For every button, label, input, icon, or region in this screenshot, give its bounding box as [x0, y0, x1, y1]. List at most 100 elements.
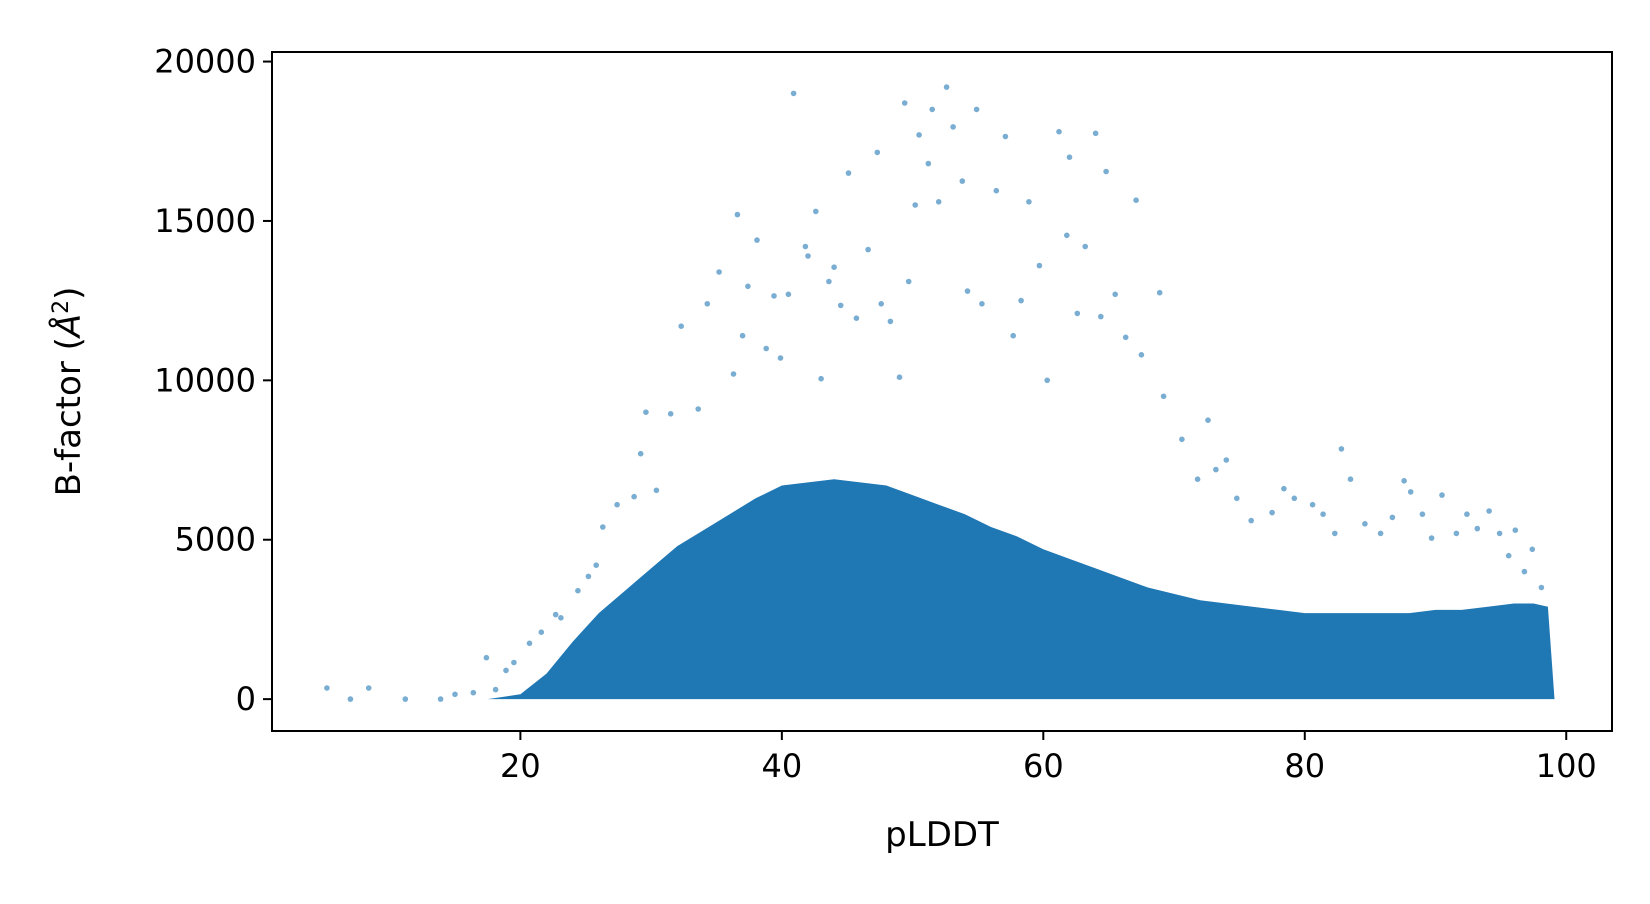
scatter-point: [492, 686, 499, 693]
scatter-point: [402, 696, 409, 702]
scatter-point: [745, 283, 751, 290]
scatter-point: [925, 160, 932, 167]
scatter-point: [1474, 525, 1481, 532]
scatter-point: [637, 450, 644, 457]
scatter-point: [1269, 509, 1275, 516]
scatter-point: [929, 106, 935, 113]
scatter-point: [905, 278, 912, 285]
scatter-point: [552, 611, 559, 618]
scatter-point: [1512, 527, 1519, 533]
scatter-point: [1112, 291, 1118, 298]
scatter-point: [896, 374, 903, 381]
scatter-point: [1223, 457, 1230, 463]
y-tick-label: 15000: [154, 202, 256, 240]
scatter-point: [754, 237, 760, 243]
scatter-point: [1439, 492, 1445, 498]
scatter-point: [538, 629, 545, 635]
scatter-point: [1505, 552, 1512, 559]
scatter-point: [678, 323, 684, 330]
scatter-point: [1205, 417, 1211, 424]
scatter-point: [826, 278, 832, 285]
scatter-point: [818, 375, 824, 382]
scatter-point: [1213, 466, 1219, 473]
scatter-point: [1401, 478, 1407, 484]
x-axis-label: pLDDT: [885, 815, 999, 855]
scatter-point: [324, 685, 330, 691]
scatter-point: [730, 371, 737, 377]
scatter-point: [950, 124, 956, 130]
scatter-point: [887, 318, 894, 325]
y-axis-label-prefix: B-factor (: [49, 337, 89, 496]
scatter-point: [831, 264, 837, 271]
scatter-point: [716, 269, 722, 275]
scatter-point: [959, 178, 966, 184]
scatter-point: [1044, 377, 1050, 384]
scatter-point: [1018, 297, 1024, 304]
scatter-point: [1428, 535, 1435, 541]
scatter-point: [1419, 511, 1426, 517]
scatter-point: [1122, 334, 1129, 341]
scatter-point: [365, 685, 372, 691]
y-axis-label-suffix: ): [49, 287, 89, 300]
scatter-point: [593, 562, 599, 568]
scatter-point: [695, 406, 701, 412]
scatter-point: [1521, 568, 1528, 575]
scatter-point: [558, 615, 564, 621]
scatter-point: [575, 587, 581, 594]
scatter-point: [1362, 521, 1368, 527]
scatter-point: [1098, 313, 1104, 320]
scatter-point: [1234, 495, 1240, 502]
scatter-point: [1103, 168, 1109, 175]
scatter-point: [1194, 476, 1201, 483]
scatter-point: [1064, 232, 1070, 239]
scatter-point: [1291, 495, 1298, 502]
scatter-point: [631, 493, 637, 500]
y-axis-label: B-factor (Å2): [48, 287, 89, 497]
scatter-point: [813, 208, 819, 215]
scatter-point: [1496, 530, 1503, 537]
scatter-point: [790, 90, 797, 97]
scatter-point: [1407, 489, 1414, 495]
scatter-point: [853, 315, 860, 322]
scatter-point: [1074, 310, 1081, 317]
scatter-point: [1389, 514, 1396, 521]
scatter-point: [763, 345, 769, 352]
scatter-point: [1338, 446, 1345, 452]
scatter-point: [845, 170, 852, 176]
scatter-point: [1133, 197, 1139, 203]
dense-point-cloud: [487, 479, 1555, 700]
scatter-point: [785, 291, 792, 298]
scatter-point: [802, 243, 809, 250]
scatter-point: [437, 696, 444, 702]
x-tick-label: 60: [1023, 747, 1064, 785]
scatter-point: [1453, 530, 1460, 537]
scatter-point: [1092, 130, 1099, 137]
scatter-point: [1138, 352, 1145, 358]
scatter-point: [1002, 133, 1009, 140]
scatter-point: [777, 355, 784, 361]
scatter-point: [1066, 154, 1073, 160]
scatter-point: [865, 246, 871, 253]
scatter-point: [935, 199, 942, 205]
x-tick-label: 40: [761, 747, 802, 785]
scatter-point: [1332, 530, 1338, 537]
y-tick-label: 20000: [154, 43, 256, 81]
scatter-point: [805, 253, 811, 259]
scatter-point: [483, 654, 490, 661]
x-tick-label: 100: [1536, 747, 1597, 785]
scatter-point: [912, 202, 918, 208]
y-axis-label-symbol: Å: [48, 314, 89, 339]
scatter-point: [1347, 476, 1354, 483]
scatter-point: [643, 409, 649, 416]
scatter-point: [916, 132, 922, 138]
scatter-point: [1281, 485, 1287, 492]
scatter-point: [667, 411, 674, 417]
scatter-point: [1538, 584, 1545, 591]
scatter-point: [878, 301, 884, 307]
scatter-points: [324, 84, 1555, 702]
scatter-point: [1036, 262, 1043, 269]
scatter-point: [1160, 393, 1167, 400]
scatter-point: [837, 302, 844, 309]
